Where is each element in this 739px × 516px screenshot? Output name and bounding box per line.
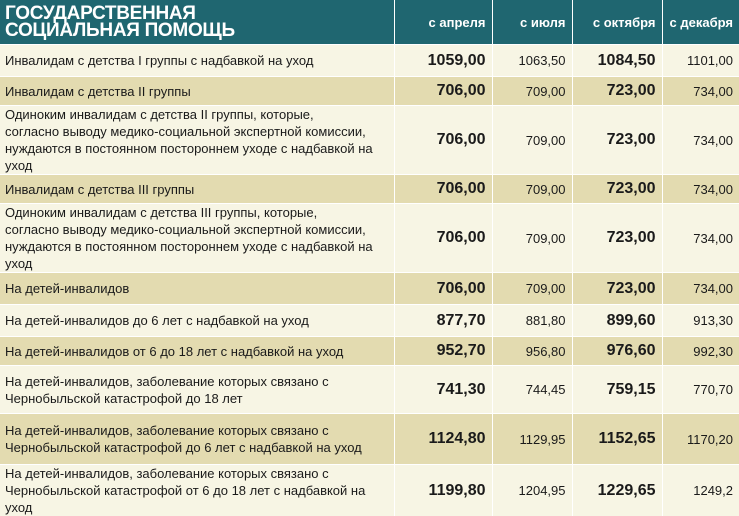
value-july: 1204,95 bbox=[492, 465, 572, 516]
value-july: 881,80 bbox=[492, 305, 572, 337]
value-april: 741,30 bbox=[394, 366, 492, 414]
table-row: Инвалидам с детства I группы с надбавкой… bbox=[0, 45, 739, 77]
value-october: 723,00 bbox=[572, 77, 662, 106]
row-label: Одиноким инвалидам с детства III группы,… bbox=[0, 204, 394, 273]
value-december: 734,00 bbox=[662, 106, 739, 175]
value-july: 709,00 bbox=[492, 273, 572, 305]
value-october: 976,60 bbox=[572, 337, 662, 366]
table-row: Инвалидам с детства II группы 706,00 709… bbox=[0, 77, 739, 106]
row-label: На детей-инвалидов bbox=[0, 273, 394, 305]
row-label: На детей-инвалидов, заболевание которых … bbox=[0, 366, 394, 414]
value-july: 709,00 bbox=[492, 175, 572, 204]
header-row: Государственная социальная помощь с апре… bbox=[0, 0, 739, 45]
table-row: На детей-инвалидов, заболевание которых … bbox=[0, 465, 739, 516]
table-row: На детей-инвалидов от 6 до 18 лет с надб… bbox=[0, 337, 739, 366]
value-april: 706,00 bbox=[394, 77, 492, 106]
table-row: На детей-инвалидов, заболевание которых … bbox=[0, 414, 739, 465]
value-october: 899,60 bbox=[572, 305, 662, 337]
value-july: 1063,50 bbox=[492, 45, 572, 77]
value-october: 759,15 bbox=[572, 366, 662, 414]
value-october: 723,00 bbox=[572, 175, 662, 204]
value-april: 706,00 bbox=[394, 106, 492, 175]
value-april: 706,00 bbox=[394, 273, 492, 305]
table-title: Государственная социальная помощь bbox=[0, 0, 394, 45]
row-label: На детей-инвалидов, заболевание которых … bbox=[0, 465, 394, 516]
value-april: 706,00 bbox=[394, 204, 492, 273]
column-header-december: с декабря bbox=[662, 0, 739, 45]
value-july: 956,80 bbox=[492, 337, 572, 366]
value-april: 1124,80 bbox=[394, 414, 492, 465]
table-row: На детей-инвалидов до 6 лет с надбавкой … bbox=[0, 305, 739, 337]
value-october: 723,00 bbox=[572, 273, 662, 305]
column-header-april: с апреля bbox=[394, 0, 492, 45]
value-july: 709,00 bbox=[492, 106, 572, 175]
value-july: 709,00 bbox=[492, 77, 572, 106]
table-row: Одиноким инвалидам с детства III группы,… bbox=[0, 204, 739, 273]
row-label: На детей-инвалидов от 6 до 18 лет с надб… bbox=[0, 337, 394, 366]
value-october: 1084,50 bbox=[572, 45, 662, 77]
value-april: 1059,00 bbox=[394, 45, 492, 77]
value-july: 1129,95 bbox=[492, 414, 572, 465]
row-label: Инвалидам с детства III группы bbox=[0, 175, 394, 204]
value-october: 1152,65 bbox=[572, 414, 662, 465]
value-october: 723,00 bbox=[572, 106, 662, 175]
table-row: На детей-инвалидов, заболевание которых … bbox=[0, 366, 739, 414]
value-december: 734,00 bbox=[662, 77, 739, 106]
table-row: Инвалидам с детства III группы 706,00 70… bbox=[0, 175, 739, 204]
value-july: 709,00 bbox=[492, 204, 572, 273]
value-april: 877,70 bbox=[394, 305, 492, 337]
value-december: 770,70 bbox=[662, 366, 739, 414]
value-july: 744,45 bbox=[492, 366, 572, 414]
value-april: 706,00 bbox=[394, 175, 492, 204]
value-december: 992,30 bbox=[662, 337, 739, 366]
value-december: 913,30 bbox=[662, 305, 739, 337]
value-october: 1229,65 bbox=[572, 465, 662, 516]
table-title-line-2: социальная помощь bbox=[5, 22, 388, 39]
value-october: 723,00 bbox=[572, 204, 662, 273]
value-december: 1249,2 bbox=[662, 465, 739, 516]
value-december: 734,00 bbox=[662, 175, 739, 204]
table-row: Одиноким инвалидам с детства II группы, … bbox=[0, 106, 739, 175]
column-header-july: с июля bbox=[492, 0, 572, 45]
table-row: На детей-инвалидов 706,00 709,00 723,00 … bbox=[0, 273, 739, 305]
value-december: 734,00 bbox=[662, 204, 739, 273]
row-label: Инвалидам с детства I группы с надбавкой… bbox=[0, 45, 394, 77]
row-label: На детей-инвалидов до 6 лет с надбавкой … bbox=[0, 305, 394, 337]
value-april: 952,70 bbox=[394, 337, 492, 366]
value-december: 1170,20 bbox=[662, 414, 739, 465]
row-label: На детей-инвалидов, заболевание которых … bbox=[0, 414, 394, 465]
column-header-october: с октября bbox=[572, 0, 662, 45]
value-december: 1101,00 bbox=[662, 45, 739, 77]
value-april: 1199,80 bbox=[394, 465, 492, 516]
value-december: 734,00 bbox=[662, 273, 739, 305]
row-label: Одиноким инвалидам с детства II группы, … bbox=[0, 106, 394, 175]
row-label: Инвалидам с детства II группы bbox=[0, 77, 394, 106]
